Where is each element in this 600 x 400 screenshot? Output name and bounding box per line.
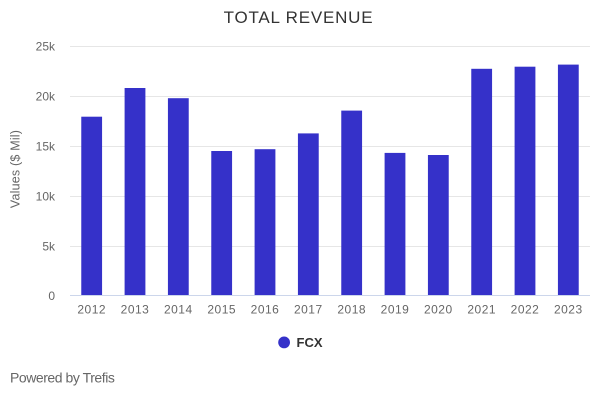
svg-text:20k: 20k [36,90,56,104]
svg-text:TOTAL REVENUE: TOTAL REVENUE [224,8,374,27]
svg-text:2013: 2013 [121,303,150,317]
svg-text:2014: 2014 [164,303,193,317]
svg-text:10k: 10k [36,190,56,204]
svg-text:2016: 2016 [251,303,280,317]
svg-text:2017: 2017 [294,303,323,317]
svg-text:2015: 2015 [207,303,236,317]
svg-text:FCX: FCX [297,335,323,350]
svg-text:Values ($ Mil): Values ($ Mil) [9,130,23,208]
svg-text:15k: 15k [36,140,56,154]
svg-text:2018: 2018 [337,303,366,317]
svg-text:0: 0 [48,289,55,303]
svg-text:Powered by Trefis: Powered by Trefis [10,370,115,386]
svg-text:5k: 5k [42,240,56,254]
svg-text:2012: 2012 [77,303,106,317]
svg-text:2019: 2019 [381,303,410,317]
svg-text:2021: 2021 [467,303,496,317]
svg-text:2022: 2022 [511,303,540,317]
svg-text:2023: 2023 [554,303,583,317]
svg-text:2020: 2020 [424,303,453,317]
svg-text:25k: 25k [36,40,56,54]
